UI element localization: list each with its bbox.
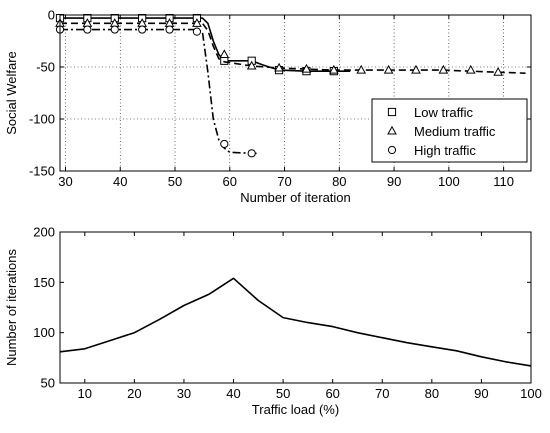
series-line-1 bbox=[60, 17, 351, 72]
legend-marker bbox=[387, 125, 397, 135]
y-tick-label: -100 bbox=[29, 112, 55, 127]
axes-frame bbox=[59, 14, 532, 172]
series-line-3 bbox=[60, 28, 258, 155]
legend-label: High traffic bbox=[414, 143, 476, 158]
y-tick-label: -50 bbox=[36, 60, 55, 75]
y-tick-label: 200 bbox=[33, 225, 55, 240]
x-tick-label: 30 bbox=[177, 386, 191, 401]
legend-label: Medium traffic bbox=[414, 124, 496, 139]
x-tick-label: 100 bbox=[520, 386, 542, 401]
data-point-marker bbox=[192, 27, 202, 36]
x-tick-label: 80 bbox=[425, 386, 439, 401]
series-line-2 bbox=[60, 22, 526, 74]
data-point-marker bbox=[383, 64, 394, 74]
data-point-marker bbox=[138, 25, 147, 34]
legend-label: Low traffic bbox=[414, 105, 474, 120]
y-tick-label: 0 bbox=[48, 8, 55, 23]
data-point-marker bbox=[110, 25, 119, 34]
data-point-marker bbox=[246, 60, 257, 70]
axes-frame bbox=[59, 231, 532, 384]
y-axis-label: Number of iterations bbox=[4, 248, 19, 366]
x-tick-label: 10 bbox=[78, 386, 92, 401]
x-tick-label: 70 bbox=[375, 386, 389, 401]
data-point-marker bbox=[220, 56, 229, 65]
y-tick-label: 100 bbox=[33, 325, 55, 340]
top-chart-social-welfare: 30 40 50 60 70 80 90 100 110 0 -50 -100 -150 Number o… bbox=[4, 8, 532, 205]
legend-marker bbox=[387, 145, 397, 155]
y-tick-label: -150 bbox=[29, 164, 55, 179]
data-point-marker bbox=[192, 18, 202, 27]
series-line-1 bbox=[59, 277, 532, 367]
data-point-marker bbox=[247, 149, 256, 158]
x-tick-label: 20 bbox=[127, 386, 141, 401]
bottom-chart-iterations: 10 20 30 40 50 60 70 80 90 100 50 100 150 200 Traffic … bbox=[4, 225, 542, 418]
x-tick-label: 40 bbox=[113, 174, 127, 189]
x-tick-label: 80 bbox=[332, 174, 346, 189]
x-tick-label: 110 bbox=[493, 174, 514, 189]
data-point-marker bbox=[411, 64, 421, 74]
legend-marker bbox=[387, 107, 397, 117]
y-tick-label: 50 bbox=[41, 376, 55, 391]
data-point-marker bbox=[356, 64, 367, 74]
data-point-marker bbox=[165, 25, 174, 34]
x-tick-label: 70 bbox=[277, 174, 291, 189]
data-point-marker bbox=[220, 139, 229, 149]
data-point-marker bbox=[83, 25, 92, 34]
x-tick-label: 90 bbox=[387, 174, 401, 189]
y-tick-label: 150 bbox=[33, 275, 55, 290]
x-tick-label: 40 bbox=[226, 386, 240, 401]
y-axis-label: Social Welfare bbox=[4, 51, 19, 135]
x-tick-label: 90 bbox=[474, 386, 488, 401]
x-axis-label: Traffic load (%) bbox=[252, 402, 339, 417]
data-point-marker bbox=[274, 62, 284, 72]
x-tick-label: 50 bbox=[276, 386, 290, 401]
data-point-marker bbox=[219, 49, 230, 59]
x-tick-label: 60 bbox=[223, 174, 237, 189]
x-tick-label: 100 bbox=[438, 174, 460, 189]
x-tick-label: 60 bbox=[325, 386, 339, 401]
data-point-marker bbox=[328, 64, 339, 74]
data-point-marker bbox=[493, 66, 503, 76]
x-tick-label: 30 bbox=[58, 174, 72, 189]
data-point-marker bbox=[301, 63, 312, 73]
data-point-marker bbox=[465, 64, 476, 74]
x-axis-label: Number of iteration bbox=[240, 190, 351, 205]
x-tick-label: 50 bbox=[168, 174, 182, 189]
legend-box bbox=[371, 98, 528, 163]
data-point-marker bbox=[438, 64, 449, 74]
